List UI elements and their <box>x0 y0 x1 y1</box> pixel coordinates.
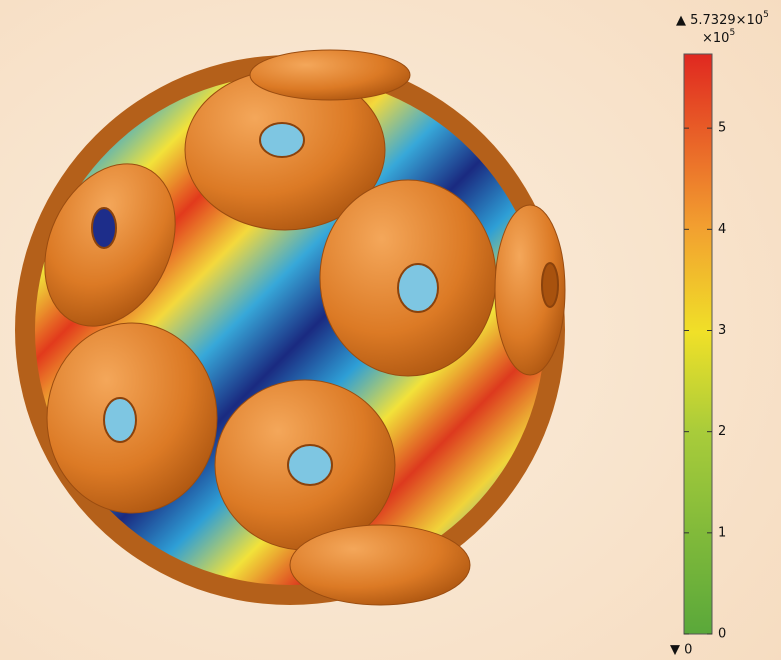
colorbar <box>683 53 713 635</box>
tick-label: 4 <box>718 222 726 237</box>
max-label: ▲ 5.7329×10 <box>676 13 763 28</box>
colorbar-multiplier: ×105 <box>702 28 735 46</box>
tick-label: 1 <box>718 525 726 540</box>
max-exponent: 5 <box>763 10 769 20</box>
tick-label: 5 <box>718 121 726 136</box>
colorbar-min: ▼ 0 <box>670 643 692 658</box>
tick-label: 2 <box>718 424 726 439</box>
colorbar-ticks: 0 1 2 3 4 5 <box>684 121 726 642</box>
sphere-render <box>15 49 566 606</box>
tick-label: 0 <box>718 627 726 642</box>
tick-label: 3 <box>718 323 726 338</box>
disk-holes <box>91 122 559 486</box>
multiplier-exponent: 5 <box>729 28 735 38</box>
colorbar-max: ▲ 5.7329×105 <box>676 10 769 28</box>
multiplier: ×10 <box>702 31 729 46</box>
